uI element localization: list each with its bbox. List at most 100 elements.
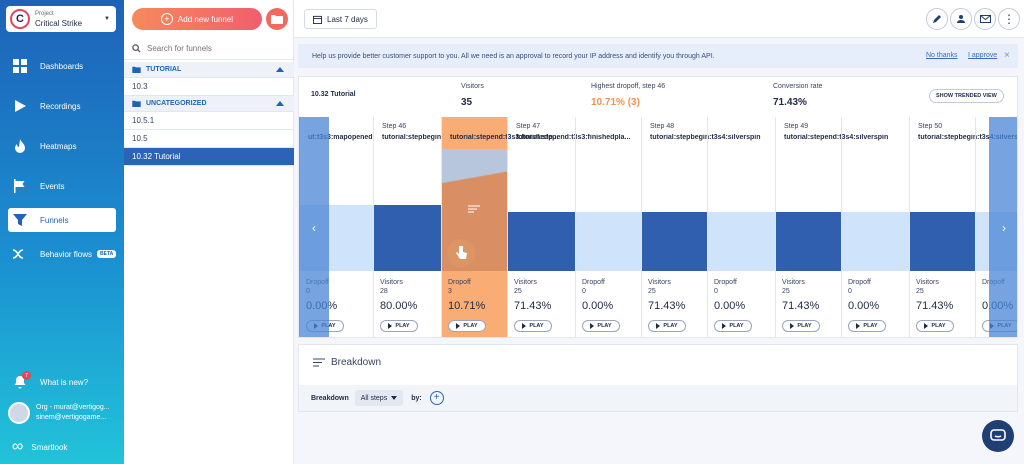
- play-button[interactable]: PLAY: [448, 320, 486, 332]
- visitors-bar[interactable]: [776, 212, 841, 271]
- nav-label: Heatmaps: [40, 141, 77, 151]
- funnel-column[interactable]: Dropoff 0 0.00% PLAY: [575, 117, 641, 337]
- funnel-icon: [12, 212, 28, 228]
- nav-label: Funnels: [40, 215, 69, 225]
- funnel-list-item[interactable]: 10.32 Tutorial: [124, 148, 294, 166]
- project-label: Project: [35, 11, 54, 17]
- no-thanks-link[interactable]: No thanks: [926, 52, 958, 59]
- nav-item-recordings[interactable]: Recordings: [0, 86, 124, 126]
- dropoff-bar[interactable]: [576, 212, 641, 271]
- step-label: Step 50: [918, 123, 943, 130]
- sidebar: C Project Critical Strike ▼ Dashboards Re…: [0, 0, 124, 464]
- scroll-right-button[interactable]: ›: [989, 117, 1017, 337]
- step-label: Step 47: [516, 123, 541, 130]
- dropoff-value: 10.71% (3): [591, 97, 640, 108]
- play-button[interactable]: PLAY: [582, 320, 620, 332]
- metric-label: Dropoff: [714, 279, 737, 286]
- chevron-down-icon: [391, 396, 398, 400]
- flows-icon: [12, 246, 28, 262]
- step-event-name: tutorial:stepend:t3s4:silverspin: [784, 134, 889, 141]
- funnel-column[interactable]: tutorial:stepend:t3s3:finishedp... Dropof…: [441, 117, 559, 337]
- topbar: Last 7 days ⋮: [294, 0, 1024, 38]
- visitors-bar[interactable]: [374, 204, 441, 271]
- funnel-list-item[interactable]: 10.5.1: [124, 112, 294, 130]
- play-button[interactable]: PLAY: [782, 320, 820, 332]
- scroll-left-button[interactable]: ‹: [299, 117, 329, 337]
- share-user-button[interactable]: [950, 8, 972, 30]
- add-breakdown-button[interactable]: +: [429, 391, 444, 405]
- breakdown-select-value: All steps: [360, 394, 388, 402]
- play-label: PLAY: [863, 323, 878, 329]
- mail-icon: [979, 15, 991, 23]
- project-name: Critical Strike: [35, 19, 83, 28]
- breakdown-step-select[interactable]: All steps: [354, 390, 404, 406]
- metric-label: Visitors: [380, 279, 403, 286]
- funnel-column[interactable]: Step 50 tutorial:stepbegin:t3s4:silverspi…: [909, 117, 1017, 337]
- breakdown-label: Breakdown: [311, 394, 349, 402]
- trended-view-button[interactable]: SHOW TRENDED VIEW: [929, 89, 1004, 103]
- play-icon: [656, 323, 661, 329]
- whats-new-link[interactable]: 7 What is new?: [0, 370, 124, 394]
- funnel-column[interactable]: Step 49 tutorial:stepend:t3s4:silverspin V…: [775, 117, 888, 337]
- metric-percent: 71.43%: [916, 300, 954, 312]
- funnel-column[interactable]: Dropoff 0 0.00% PLAY: [841, 117, 909, 337]
- step-event-name: tutorial:stepbegin:t3s4:silverspin: [650, 134, 761, 141]
- search-icon: [132, 44, 141, 53]
- edit-button[interactable]: [926, 8, 948, 30]
- nav-item-events[interactable]: Events: [0, 166, 124, 206]
- add-funnel-button[interactable]: + Add new funnel: [132, 8, 262, 30]
- metric-count: 0: [848, 288, 852, 295]
- nav-item-heatmaps[interactable]: Heatmaps: [0, 126, 124, 166]
- org-line1: Org - murat@vertigog...: [36, 404, 110, 411]
- play-button[interactable]: PLAY: [714, 320, 752, 332]
- chat-button[interactable]: [982, 420, 1014, 452]
- date-range-picker[interactable]: Last 7 days: [304, 9, 377, 29]
- email-report-button[interactable]: [974, 8, 996, 30]
- metric-percent: 80.00%: [380, 300, 418, 312]
- calendar-icon: [313, 15, 322, 24]
- funnel-column[interactable]: Step 48 tutorial:stepbegin:t3s4:silverspi…: [641, 117, 760, 337]
- org-line2: sinem@vertigogame...: [36, 414, 107, 421]
- nav-item-funnels[interactable]: Funnels: [8, 208, 116, 232]
- dropoff-bar[interactable]: [842, 212, 909, 271]
- visitors-bar[interactable]: [642, 212, 707, 271]
- org-account[interactable]: Org - murat@vertigog... sinem@vertigogam…: [0, 402, 124, 424]
- funnel-list-item[interactable]: 10.5: [124, 130, 294, 148]
- visitors-bar[interactable]: [508, 212, 575, 271]
- funnel-group-header[interactable]: TUTORIAL: [124, 62, 294, 78]
- funnel-column[interactable]: Dropoff 0 0.00% PLAY: [707, 117, 775, 337]
- funnel-search-input[interactable]: [147, 44, 287, 53]
- visitors-label: Visitors: [461, 83, 484, 90]
- play-button[interactable]: PLAY: [848, 320, 886, 332]
- metric-label: Visitors: [782, 279, 805, 286]
- folder-icon: [132, 66, 141, 73]
- flag-icon: [12, 178, 28, 194]
- metric-count: 25: [916, 288, 924, 295]
- approve-link[interactable]: I approve: [968, 52, 998, 59]
- play-icon: [456, 323, 461, 329]
- play-icon: [590, 323, 595, 329]
- collapse-icon[interactable]: [276, 67, 284, 72]
- funnel-column[interactable]: Step 46tutorial:stepbegin:t3s3:finishedp…: [373, 117, 503, 337]
- funnel-list-item[interactable]: 10.3: [124, 78, 294, 96]
- play-button[interactable]: PLAY: [380, 320, 418, 332]
- new-folder-button[interactable]: [266, 8, 288, 30]
- dropoff-bar[interactable]: [708, 212, 775, 271]
- funnel-column[interactable]: Step 47 tutorial:stepend:t3s3:finishedpla…: [507, 117, 630, 337]
- nav-item-dashboards[interactable]: Dashboards: [0, 46, 124, 86]
- project-selector[interactable]: C Project Critical Strike ▼: [6, 6, 116, 32]
- visitors-bar[interactable]: [910, 212, 975, 271]
- close-icon[interactable]: ×: [1004, 50, 1010, 61]
- play-label: PLAY: [529, 323, 544, 329]
- play-button[interactable]: PLAY: [514, 320, 552, 332]
- funnel-group-header[interactable]: UNCATEGORIZED: [124, 96, 294, 112]
- play-label: PLAY: [797, 323, 812, 329]
- play-button[interactable]: PLAY: [916, 320, 954, 332]
- metric-label: Dropoff: [848, 279, 871, 286]
- play-button[interactable]: PLAY: [648, 320, 686, 332]
- funnel-group-name: UNCATEGORIZED: [146, 100, 207, 107]
- collapse-icon[interactable]: [276, 101, 284, 106]
- play-icon: [790, 323, 795, 329]
- more-options-button[interactable]: ⋮: [998, 8, 1020, 30]
- nav-item-behavior-flows[interactable]: Behavior flows BETA: [0, 234, 124, 274]
